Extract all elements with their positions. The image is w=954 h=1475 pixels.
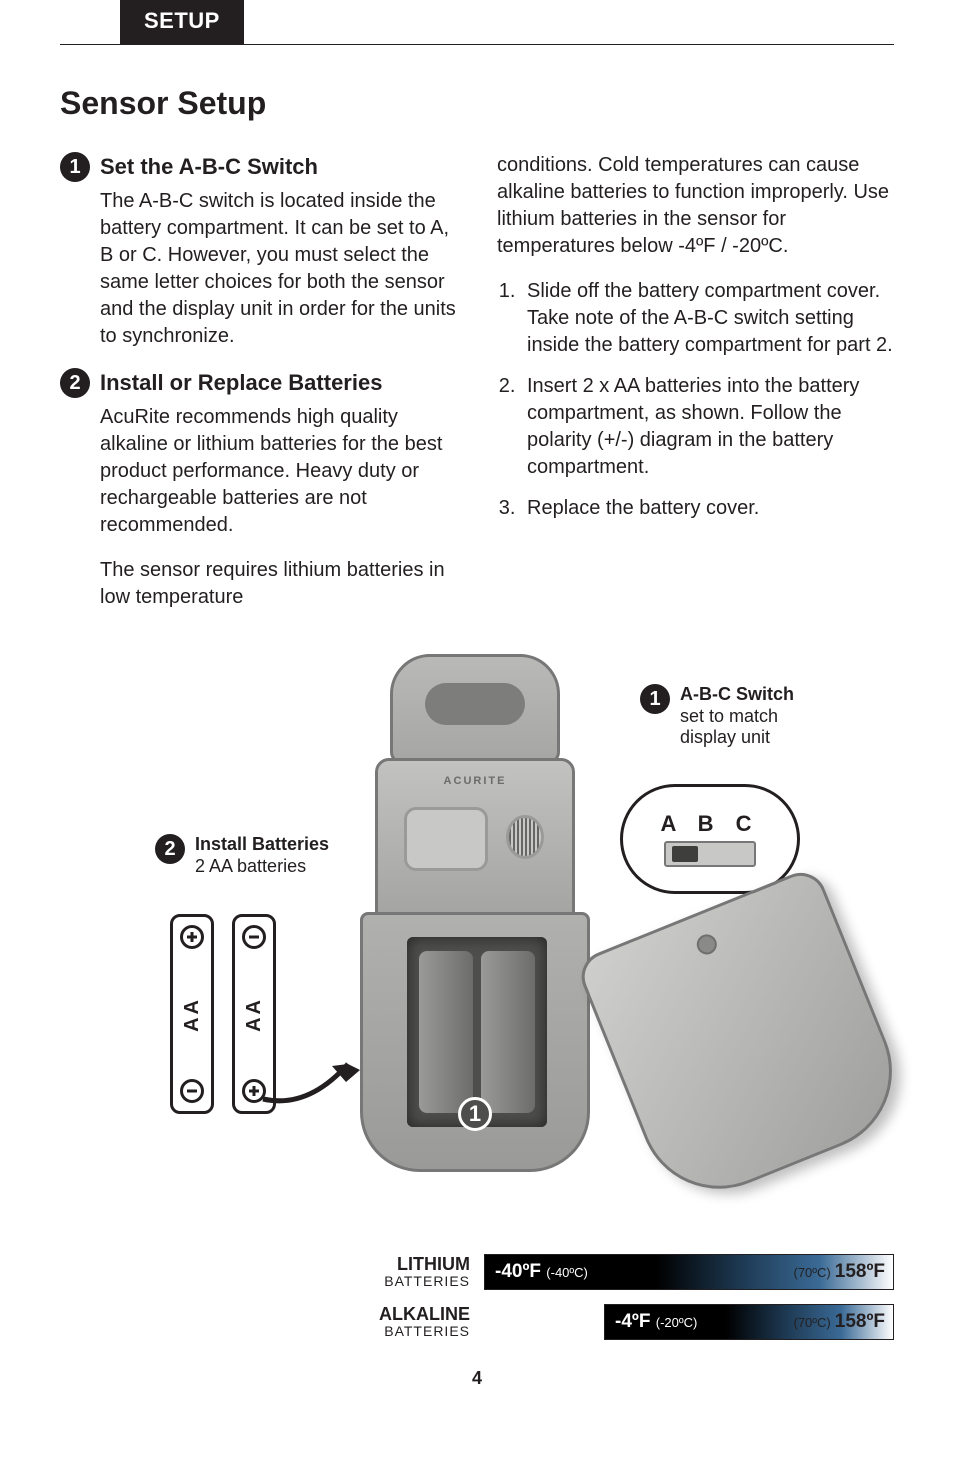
lithium-high: (70ºC) 158ºF	[793, 1261, 893, 1283]
step-2-title: Install or Replace Batteries	[100, 370, 382, 396]
callout-2-sub: 2 AA batteries	[195, 856, 329, 878]
alkaline-high-c: (70ºC)	[793, 1315, 830, 1330]
callout-1-sub2: display unit	[680, 727, 794, 749]
alkaline-high: (70ºC) 158ºF	[793, 1311, 893, 1333]
alkaline-label-bot: BATTERIES	[350, 1324, 470, 1339]
page-heading: Sensor Setup	[60, 85, 894, 122]
left-column: 1 Set the A-B-C Switch The A-B-C switch …	[60, 152, 457, 629]
setup-tab-bar: SETUP	[60, 0, 894, 45]
alkaline-low-f: -4ºF	[615, 1311, 650, 1332]
abc-switch-labels: A B C	[660, 811, 759, 837]
right-column: conditions. Cold temperatures can cause …	[497, 152, 894, 629]
sensor-handle-section	[390, 654, 560, 764]
callout-1-badge: 1	[640, 684, 670, 714]
alkaline-high-f: 158ºF	[835, 1311, 885, 1333]
battery-well-number: 1	[458, 1097, 492, 1131]
battery-1: AA	[170, 914, 214, 1114]
alkaline-row: ALKALINE BATTERIES -4ºF (-20ºC) (70ºC) 1…	[350, 1304, 894, 1340]
lithium-high-f: 158ºF	[835, 1261, 885, 1283]
callout-abc-switch: 1 A-B-C Switch set to match display unit	[640, 684, 794, 749]
setup-tab: SETUP	[120, 0, 244, 44]
ordered-step-2: Insert 2 x AA batteries into the battery…	[521, 373, 894, 481]
brand-label: ACURITE	[444, 775, 507, 787]
continuation-text: conditions. Cold temperatures can cause …	[497, 152, 894, 260]
abc-switch-illustration: A B C	[620, 784, 800, 894]
step-1-badge: 1	[60, 152, 90, 182]
minus-icon	[180, 1079, 204, 1103]
callout-2-badge: 2	[155, 834, 185, 864]
sensor-illustration: ACURITE 1	[360, 654, 590, 1174]
abc-switch-slot	[664, 841, 756, 867]
step-1-title: Set the A-B-C Switch	[100, 154, 318, 180]
step-1-head: 1 Set the A-B-C Switch	[60, 152, 457, 182]
lithium-high-c: (70ºC)	[793, 1265, 830, 1280]
sensor-handle	[425, 683, 525, 725]
alkaline-low: -4ºF (-20ºC)	[605, 1311, 697, 1333]
temperature-bars: LITHIUM BATTERIES -40ºF (-40ºC) (70ºC) 1…	[60, 1254, 894, 1340]
alkaline-label: ALKALINE BATTERIES	[350, 1305, 470, 1339]
arrow-icon	[258, 1024, 368, 1114]
callout-2-title: Install Batteries	[195, 834, 329, 856]
page-number: 4	[0, 1350, 954, 1419]
battery-1-label: AA	[181, 997, 204, 1032]
lithium-label: LITHIUM BATTERIES	[350, 1255, 470, 1289]
ordered-step-1: Slide off the battery compartment cover.…	[521, 278, 894, 359]
alkaline-bar: -4ºF (-20ºC) (70ºC) 158ºF	[604, 1304, 894, 1340]
step-2-head: 2 Install or Replace Batteries	[60, 368, 457, 398]
lithium-low-f: -40ºF	[495, 1261, 541, 1282]
diagram: ACURITE 1 1 A-B-C Switch set to match di…	[60, 654, 894, 1214]
lithium-low-c: (-40ºC)	[546, 1265, 588, 1280]
alkaline-low-c: (-20ºC)	[656, 1315, 698, 1330]
lithium-low: -40ºF (-40ºC)	[485, 1261, 588, 1283]
abc-switch-nub	[672, 846, 698, 862]
battery-compartment: 1	[360, 912, 590, 1172]
sensor-vents-icon	[506, 815, 544, 859]
alkaline-label-top: ALKALINE	[350, 1305, 470, 1324]
step-1-body: The A-B-C switch is located inside the b…	[100, 188, 457, 350]
callout-install-batteries: 2 Install Batteries 2 AA batteries	[155, 834, 329, 877]
lithium-label-bot: BATTERIES	[350, 1274, 470, 1289]
lithium-row: LITHIUM BATTERIES -40ºF (-40ºC) (70ºC) 1…	[350, 1254, 894, 1290]
step-2-body-2: The sensor requires lithium batteries in…	[100, 557, 457, 611]
battery-cover-illustration	[574, 865, 916, 1213]
ordered-step-3: Replace the battery cover.	[521, 495, 894, 522]
plus-icon	[180, 925, 204, 949]
callout-1-title: A-B-C Switch	[680, 684, 794, 706]
callout-1-sub1: set to match	[680, 706, 794, 728]
page-content: Sensor Setup 1 Set the A-B-C Switch The …	[0, 45, 954, 1234]
sensor-display-section: ACURITE	[375, 758, 575, 918]
step-2-badge: 2	[60, 368, 90, 398]
sensor-screen	[404, 807, 488, 871]
step-2-body-1: AcuRite recommends high quality alkaline…	[100, 404, 457, 539]
lithium-label-top: LITHIUM	[350, 1255, 470, 1274]
ordered-steps: Slide off the battery compartment cover.…	[521, 278, 894, 522]
lithium-bar: -40ºF (-40ºC) (70ºC) 158ºF	[484, 1254, 894, 1290]
minus-icon	[242, 925, 266, 949]
